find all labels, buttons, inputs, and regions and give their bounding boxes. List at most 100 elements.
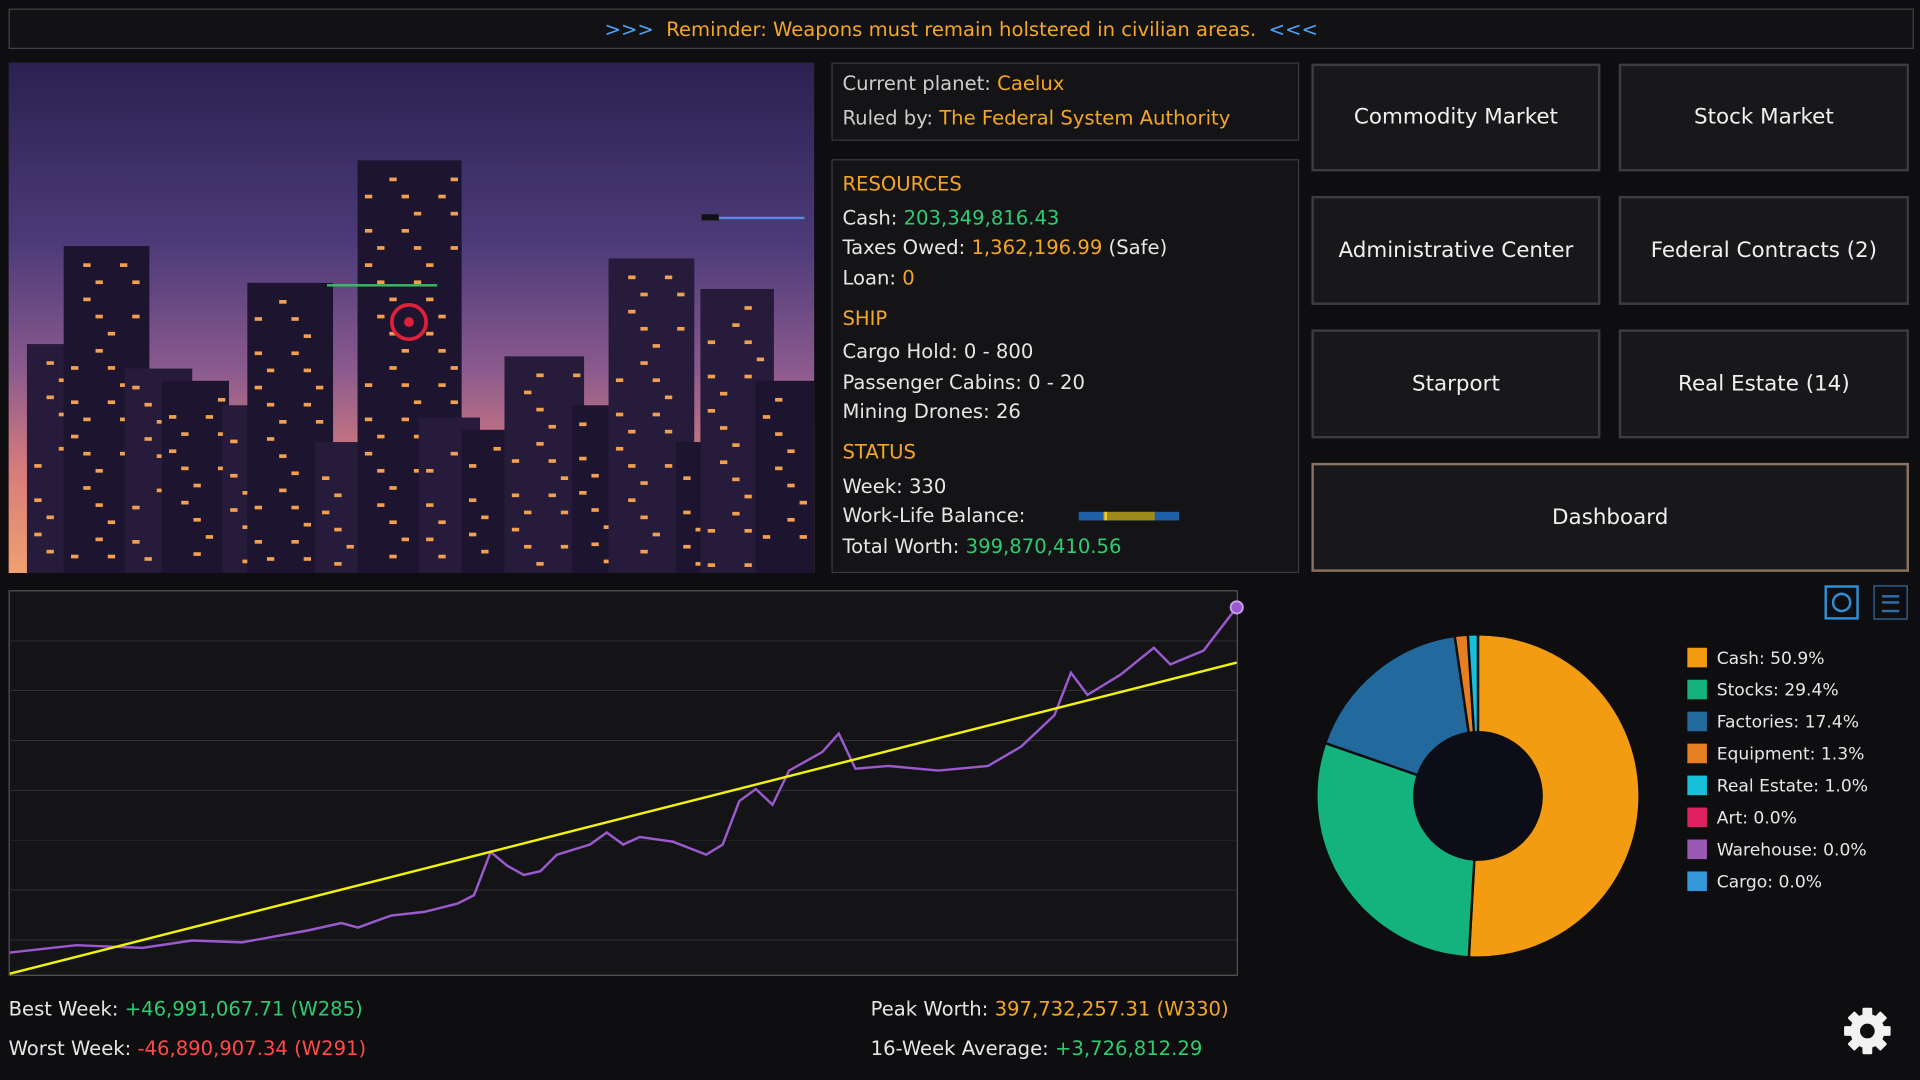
legend-swatch	[1687, 743, 1707, 764]
window	[193, 483, 201, 488]
window	[83, 297, 91, 302]
window	[640, 549, 648, 554]
legend-swatch	[1687, 647, 1707, 668]
window	[334, 493, 342, 498]
legend-swatch	[1687, 711, 1707, 732]
window	[707, 563, 716, 567]
building	[161, 380, 229, 574]
window	[34, 498, 42, 503]
window	[364, 383, 373, 387]
window	[628, 429, 636, 434]
window	[524, 390, 532, 395]
legend-label: Stocks: 29.4%	[1717, 681, 1839, 701]
window	[120, 417, 128, 422]
window	[132, 280, 140, 285]
window	[707, 408, 716, 413]
window	[95, 280, 103, 285]
window	[640, 481, 648, 485]
label: Total Worth:	[842, 534, 960, 558]
value: +46,991,067.71 (W285)	[124, 997, 363, 1021]
window	[303, 368, 312, 373]
window	[193, 552, 201, 556]
window	[707, 340, 716, 345]
window	[787, 449, 795, 454]
banner-text: Reminder: Weapons must remain holstered …	[666, 17, 1257, 41]
window	[364, 417, 373, 422]
window	[83, 263, 91, 267]
banner-left: >>>	[604, 17, 654, 41]
button[interactable]: Dashboard	[1311, 462, 1909, 572]
button[interactable]: Commodity Market	[1311, 63, 1601, 172]
window	[450, 366, 458, 370]
window	[426, 468, 434, 473]
banner-right: <<<	[1268, 17, 1318, 41]
window	[181, 466, 189, 471]
city-illustration	[8, 62, 815, 574]
label: Peak Worth:	[870, 997, 989, 1021]
balance-bar	[1078, 511, 1180, 521]
line-chart	[9, 600, 1244, 975]
window	[230, 473, 238, 478]
window	[603, 525, 612, 529]
button[interactable]: Administrative Center	[1311, 195, 1601, 305]
window	[744, 340, 752, 345]
week-line: Week: 330	[842, 474, 947, 498]
legend-swatch	[1687, 871, 1707, 892]
taxes-value: 1,362,196.99	[971, 235, 1103, 259]
button[interactable]: Real Estate (14)	[1618, 329, 1909, 439]
icon	[1882, 601, 1900, 604]
donut-hole	[1414, 732, 1542, 860]
window	[71, 554, 79, 559]
window	[279, 488, 287, 493]
legend-swatch	[1687, 775, 1707, 796]
window	[468, 498, 477, 503]
best-week: Best Week: +46,991,067.71 (W285)	[9, 997, 363, 1020]
window	[493, 446, 501, 451]
window	[683, 510, 691, 515]
window	[291, 471, 299, 476]
pie-view-button[interactable]	[1824, 585, 1859, 620]
window	[346, 544, 354, 549]
balance-marker	[1104, 511, 1107, 521]
window	[156, 488, 165, 493]
label: Best Week:	[8, 997, 119, 1021]
window	[664, 275, 673, 280]
button[interactable]: Starport	[1311, 329, 1601, 439]
legend-label: Cash: 50.9%	[1717, 649, 1825, 669]
window	[787, 517, 795, 522]
window	[254, 385, 263, 390]
window	[683, 544, 691, 549]
window	[548, 459, 556, 463]
target-ring	[390, 303, 428, 342]
window	[401, 417, 409, 422]
window	[303, 402, 312, 407]
loan-line: Loan: 0	[842, 266, 914, 289]
banner: >>> Reminder: Weapons must remain holste…	[8, 8, 1914, 49]
window	[279, 420, 287, 424]
balance-label: Work-Life Balance:	[842, 503, 1026, 528]
settings-button[interactable]	[1843, 1007, 1892, 1056]
window	[303, 334, 312, 338]
window	[707, 374, 716, 379]
window	[511, 459, 520, 463]
taxes-line: Taxes Owed: 1,362,196.99 (Safe)	[842, 236, 1167, 259]
window	[438, 314, 446, 319]
window	[762, 415, 771, 419]
window	[389, 297, 397, 302]
window	[732, 477, 740, 482]
chart-grid	[9, 591, 1237, 975]
window	[95, 537, 103, 542]
window	[413, 211, 422, 216]
window	[677, 326, 685, 331]
window	[413, 468, 422, 473]
window	[95, 348, 103, 353]
window	[401, 348, 409, 353]
window	[536, 407, 544, 412]
window	[413, 280, 422, 285]
button[interactable]: Stock Market	[1618, 63, 1909, 172]
window	[591, 508, 599, 512]
list-view-button[interactable]	[1873, 585, 1908, 620]
window	[254, 351, 263, 356]
gear-hole	[1860, 1023, 1875, 1039]
button[interactable]: Federal Contracts (2)	[1618, 195, 1909, 305]
